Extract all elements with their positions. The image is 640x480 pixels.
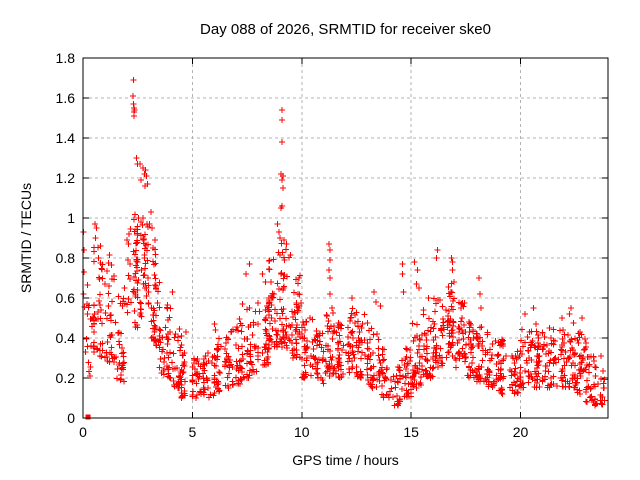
svg-text:1.8: 1.8 [56,50,76,66]
svg-text:15: 15 [403,424,419,440]
svg-text:0.2: 0.2 [56,370,76,386]
svg-text:1.4: 1.4 [56,130,76,146]
chart-title: Day 088 of 2026, SRMTID for receiver ske… [200,21,491,38]
svg-text:1.2: 1.2 [56,170,76,186]
y-axis-label: SRMTID / TECUs [18,182,34,294]
svg-text:20: 20 [513,424,529,440]
svg-text:1.6: 1.6 [56,90,76,106]
svg-text:0: 0 [67,410,75,426]
svg-text:1: 1 [67,210,75,226]
x-axis-label: GPS time / hours [292,452,399,468]
svg-text:0.6: 0.6 [56,290,76,306]
svg-text:10: 10 [294,424,310,440]
svg-text:0.8: 0.8 [56,250,76,266]
svg-text:0: 0 [79,424,87,440]
svg-text:5: 5 [188,424,196,440]
svg-text:0.4: 0.4 [56,330,76,346]
